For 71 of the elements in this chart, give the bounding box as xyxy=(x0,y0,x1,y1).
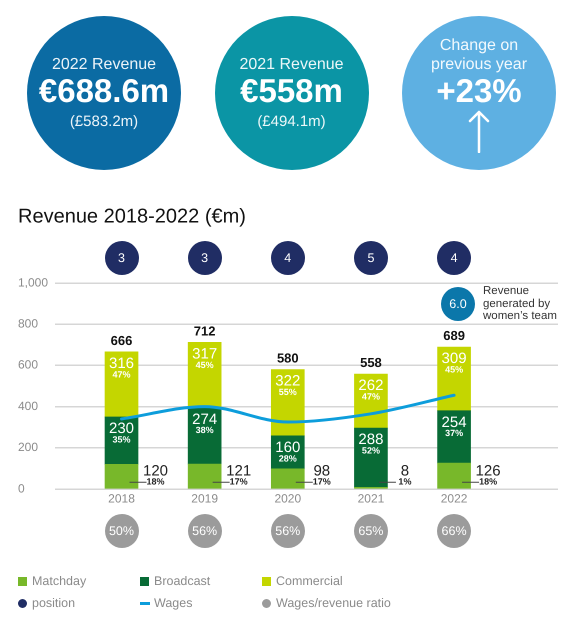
data-label: 262 47% xyxy=(358,377,384,402)
data-label: 3 xyxy=(118,251,125,265)
circle-badge: 2021 Revenue €558m (£494.1m) xyxy=(214,16,368,170)
legend-label: Matchday xyxy=(32,574,86,588)
data-label: 317 45% xyxy=(192,345,218,370)
bar xyxy=(437,462,471,489)
data-label: 126 18% xyxy=(476,462,501,487)
x-tick-label: 2020 xyxy=(274,492,302,506)
circle-badge: 2022 Revenue €688.6m (£583.2m) xyxy=(27,16,181,170)
x-tick-label: 2018 xyxy=(108,492,136,506)
total-label: 689 xyxy=(443,328,465,344)
legend-label: position xyxy=(32,596,76,610)
data-label: 8 1% xyxy=(398,462,412,487)
circle-badge: 6.0 xyxy=(441,287,475,321)
legend-label: Broadcast xyxy=(154,574,210,588)
data-label: 56% xyxy=(192,524,218,538)
circle-badge: 4 xyxy=(270,241,305,275)
y-tick-label: 800 xyxy=(18,316,38,331)
x-tick-label: 2022 xyxy=(440,492,468,506)
y-tick-label: 200 xyxy=(18,440,38,454)
circle-badge: 5 xyxy=(354,241,388,275)
data-label: 316 47% xyxy=(108,354,134,380)
data-label: 121 17% xyxy=(226,462,252,487)
total-label: 558 xyxy=(360,355,382,370)
total-label: 712 xyxy=(194,323,216,338)
data-label: 120 18% xyxy=(142,462,168,487)
data-label: 3 xyxy=(201,251,208,265)
y-tick-label: 400 xyxy=(18,398,38,413)
x-tick-label: 2021 xyxy=(358,492,385,506)
data-label: 50% xyxy=(108,524,134,538)
bar xyxy=(270,468,305,489)
data-label: 322 55% xyxy=(275,372,300,398)
circle-badge: 56% xyxy=(188,514,222,548)
data-label: 5 xyxy=(367,251,374,265)
circle-badge: 50% xyxy=(104,514,138,548)
x-tick-label: 2019 xyxy=(191,492,218,506)
legend-label: Wages/revenue ratio xyxy=(276,596,391,610)
chart-title: Revenue 2018-2022 (€m) xyxy=(18,206,246,228)
data-label: 309 45% xyxy=(442,350,467,375)
data-label: 288 52% xyxy=(358,431,384,456)
category-label: 2022 Revenue xyxy=(50,55,158,74)
data-label: 160 28% xyxy=(275,438,300,464)
data-label: 254 37% xyxy=(442,414,467,438)
circle-badge: Change on previous year +23% xyxy=(402,16,556,170)
data-label: 230 35% xyxy=(108,420,134,444)
bar xyxy=(104,351,138,418)
data-label: 4 xyxy=(450,251,458,265)
data-label: 56% xyxy=(275,524,300,538)
bar xyxy=(104,464,138,489)
bar xyxy=(188,464,222,489)
y-tick-label: 0 xyxy=(18,481,25,496)
category-label: 2021 Revenue xyxy=(238,55,345,74)
category-label: Revenue generated by women’s team xyxy=(483,285,558,323)
data-label: 66% xyxy=(442,524,467,538)
data-label: 4 xyxy=(284,251,292,265)
data-label: 65% xyxy=(358,524,384,538)
y-tick-label: 1,000 xyxy=(18,275,48,290)
circle-badge: 66% xyxy=(437,514,472,548)
category-label: Change on previous year xyxy=(430,36,528,74)
legend-label: Wages xyxy=(154,596,192,610)
circle-badge: 3 xyxy=(104,241,138,275)
circle-badge: 65% xyxy=(354,514,388,548)
legend-label: Commercial xyxy=(276,574,343,588)
circle-badge: 3 xyxy=(188,241,222,275)
total-label: 580 xyxy=(276,350,299,366)
data-label: 274 38% xyxy=(192,410,218,436)
total-label: 666 xyxy=(110,332,132,348)
circle-badge: 4 xyxy=(437,241,472,275)
circle-badge: 56% xyxy=(270,514,305,548)
data-label: 98 17% xyxy=(312,462,331,487)
y-tick-label: 600 xyxy=(18,358,38,372)
